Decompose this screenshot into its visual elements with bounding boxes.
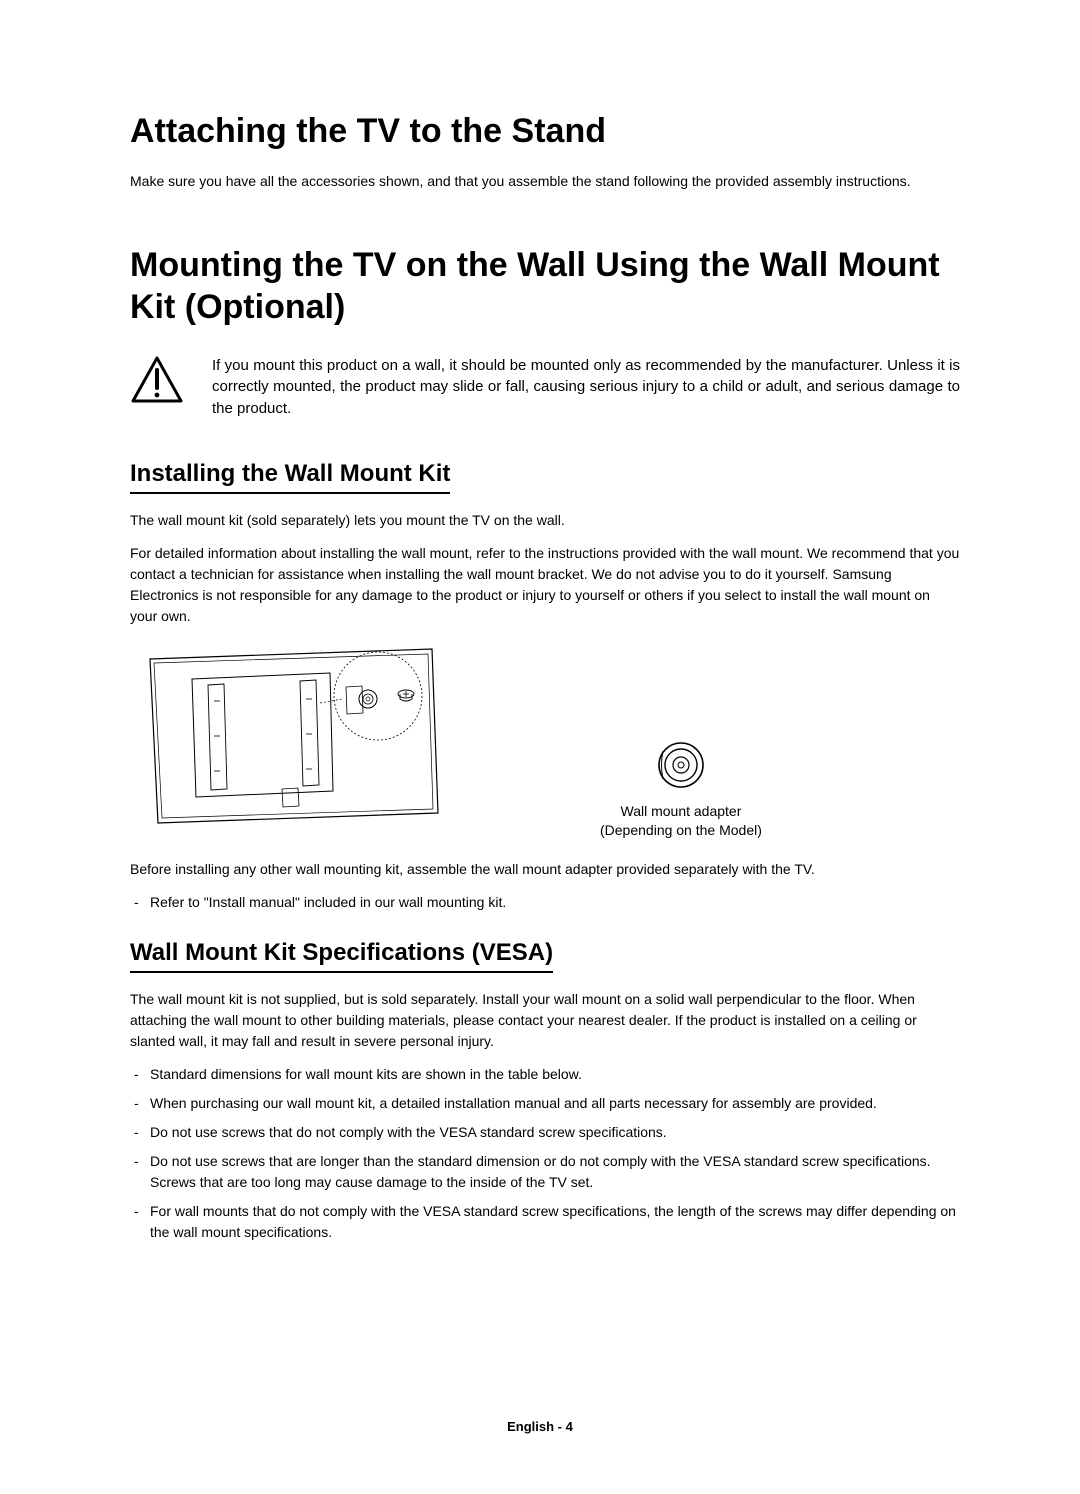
section1-intro: Make sure you have all the accessories s… bbox=[130, 171, 960, 192]
list-item: Do not use screws that are longer than t… bbox=[130, 1151, 960, 1193]
wall-mount-diagram bbox=[130, 641, 470, 841]
adapter-caption-l2: (Depending on the Model) bbox=[600, 821, 762, 841]
list-item: For wall mounts that do not comply with … bbox=[130, 1201, 960, 1243]
section2-title: Mounting the TV on the Wall Using the Wa… bbox=[130, 244, 960, 329]
adapter-caption-l1: Wall mount adapter bbox=[600, 802, 762, 822]
list-item: When purchasing our wall mount kit, a de… bbox=[130, 1093, 960, 1114]
diagram-row: Wall mount adapter (Depending on the Mod… bbox=[130, 641, 960, 841]
adapter-ring-icon bbox=[657, 741, 705, 789]
warning-text: If you mount this product on a wall, it … bbox=[212, 355, 960, 420]
installing-p3: Before installing any other wall mountin… bbox=[130, 859, 960, 880]
adapter-diagram-block: Wall mount adapter (Depending on the Mod… bbox=[600, 741, 762, 841]
warning-block: If you mount this product on a wall, it … bbox=[130, 355, 960, 420]
section1-title: Attaching the TV to the Stand bbox=[130, 110, 960, 153]
list-item: Standard dimensions for wall mount kits … bbox=[130, 1064, 960, 1085]
installing-bullets: Refer to "Install manual" included in ou… bbox=[130, 892, 960, 913]
vesa-p1: The wall mount kit is not supplied, but … bbox=[130, 989, 960, 1052]
installing-p1: The wall mount kit (sold separately) let… bbox=[130, 510, 960, 531]
page-footer: English - 4 bbox=[0, 1419, 1080, 1434]
warning-icon bbox=[130, 355, 184, 410]
vesa-title: Wall Mount Kit Specifications (VESA) bbox=[130, 939, 553, 973]
list-item: Refer to "Install manual" included in ou… bbox=[130, 892, 960, 913]
vesa-bullets: Standard dimensions for wall mount kits … bbox=[130, 1064, 960, 1243]
installing-p2: For detailed information about installin… bbox=[130, 543, 960, 627]
installing-title: Installing the Wall Mount Kit bbox=[130, 460, 450, 494]
list-item: Do not use screws that do not comply wit… bbox=[130, 1122, 960, 1143]
